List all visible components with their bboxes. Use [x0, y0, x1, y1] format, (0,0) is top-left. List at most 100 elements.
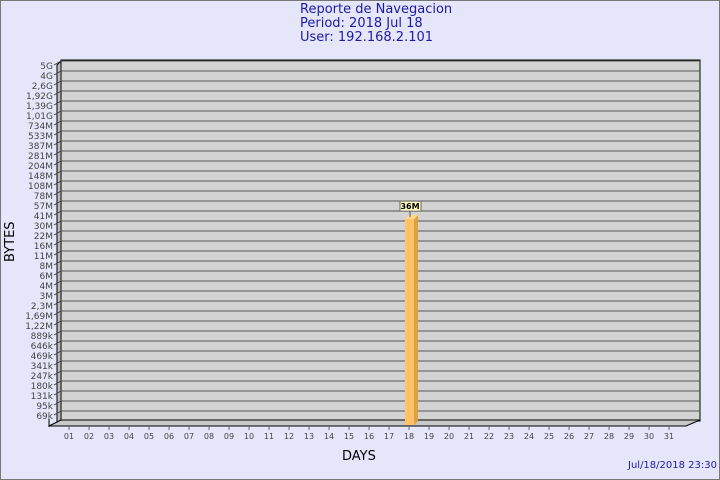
y-tick-label: 1,39G	[26, 102, 53, 112]
y-tick	[53, 400, 62, 406]
x-tick-label: 14	[324, 432, 334, 441]
y-tick-label: 204M	[28, 162, 53, 172]
y-tick	[53, 80, 62, 86]
y-tick-label: 2,3M	[31, 302, 53, 312]
y-tick	[53, 210, 62, 216]
y-tick-label: 6M	[40, 272, 54, 282]
y-tick	[53, 320, 62, 326]
x-tick-label: 18	[404, 432, 414, 441]
y-tick-label: 646k	[31, 342, 54, 352]
y-tick-label: 16M	[34, 242, 53, 252]
x-tick-label: 28	[604, 432, 614, 441]
y-tick-label: 341k	[31, 362, 54, 372]
y-tick	[53, 140, 62, 146]
floor	[48, 419, 701, 427]
x-tick-label: 22	[484, 432, 494, 441]
y-tick-label: 387M	[28, 142, 53, 152]
bar	[405, 219, 414, 425]
x-tick-label: 11	[264, 432, 274, 441]
y-tick	[53, 130, 62, 136]
x-tick-label: 13	[304, 432, 314, 441]
y-tick	[53, 180, 62, 186]
y-tick-label: 889k	[31, 332, 54, 342]
y-tick	[53, 70, 62, 76]
y-tick	[53, 340, 62, 346]
y-tick-label: 22M	[34, 232, 53, 242]
y-tick	[53, 60, 62, 66]
y-tick	[53, 310, 62, 316]
x-tick-label: 21	[464, 432, 474, 441]
y-tick	[53, 410, 62, 416]
y-tick	[53, 100, 62, 106]
y-tick-label: 3M	[40, 292, 54, 302]
x-tick-label: 25	[544, 432, 554, 441]
y-tick-label: 247k	[31, 372, 54, 382]
x-tick-label: 30	[644, 432, 654, 441]
y-tick	[53, 250, 62, 256]
y-tick	[53, 90, 62, 96]
y-tick-label: 180k	[31, 382, 54, 392]
y-tick-label: 2,6G	[32, 82, 53, 92]
y-tick-label: 11M	[34, 252, 53, 262]
x-tick-label: 23	[504, 432, 514, 441]
y-tick	[53, 300, 62, 306]
y-tick-label: 734M	[28, 122, 53, 132]
y-tick-label: 95k	[36, 402, 53, 412]
x-tick-label: 07	[184, 432, 194, 441]
footer-timestamp: Jul/18/2018 23:30	[628, 460, 717, 471]
y-tick-label: 131k	[31, 392, 54, 402]
y-tick	[53, 150, 62, 156]
x-tick-label: 16	[364, 432, 374, 441]
y-tick-label: 1,22M	[25, 322, 53, 332]
y-tick	[53, 280, 62, 286]
x-axis-label: DAYS	[342, 449, 376, 464]
y-tick	[53, 380, 62, 386]
y-tick-label: 4M	[40, 282, 54, 292]
y-tick-label: 4G	[40, 72, 53, 82]
y-tick-label: 8M	[40, 262, 54, 272]
x-tick-label: 12	[284, 432, 294, 441]
y-tick-label: 41M	[34, 212, 53, 222]
bar-side	[414, 215, 418, 425]
y-tick-label: 148M	[28, 172, 53, 182]
y-tick-label: 108M	[28, 182, 53, 192]
y-tick	[53, 260, 62, 266]
chart-user: User: 192.168.2.101	[300, 30, 434, 45]
y-tick-label: 1,01G	[26, 112, 53, 122]
x-tick-label: 29	[624, 432, 634, 441]
x-tick-label: 15	[344, 432, 354, 441]
y-tick	[53, 110, 62, 116]
x-tick-label: 01	[64, 432, 74, 441]
y-tick-label: 1,92G	[26, 92, 53, 102]
chart-period: Period: 2018 Jul 18	[300, 16, 423, 31]
x-tick-label: 04	[124, 432, 134, 441]
y-tick-label: 30M	[34, 222, 53, 232]
y-tick-label: 281M	[28, 152, 53, 162]
x-tick-label: 10	[244, 432, 254, 441]
x-tick-label: 06	[164, 432, 174, 441]
x-tick-label: 20	[444, 432, 454, 441]
chart-title-block: Reporte de Navegacion Period: 2018 Jul 1…	[300, 3, 452, 45]
x-tick-label: 02	[84, 432, 94, 441]
x-tick-label: 24	[524, 432, 534, 441]
y-tick	[53, 230, 62, 236]
x-tick-label: 08	[204, 432, 214, 441]
y-tick	[53, 370, 62, 376]
y-tick-label: 78M	[34, 192, 53, 202]
y-tick	[53, 390, 62, 396]
y-tick-label: 57M	[34, 202, 53, 212]
bar-data-label: 36M	[400, 202, 419, 211]
y-tick	[53, 360, 62, 366]
y-tick-label: 1,69M	[25, 312, 53, 322]
bar-top	[405, 215, 418, 220]
y-tick-label: 533M	[28, 132, 53, 142]
x-tick-label: 09	[224, 432, 234, 441]
y-tick	[53, 170, 62, 176]
y-tick	[53, 190, 62, 196]
y-tick	[53, 220, 62, 226]
x-tick-label: 27	[584, 432, 594, 441]
x-tick-label: 03	[104, 432, 114, 441]
x-tick-label: 31	[664, 432, 674, 441]
y-tick	[53, 330, 62, 336]
